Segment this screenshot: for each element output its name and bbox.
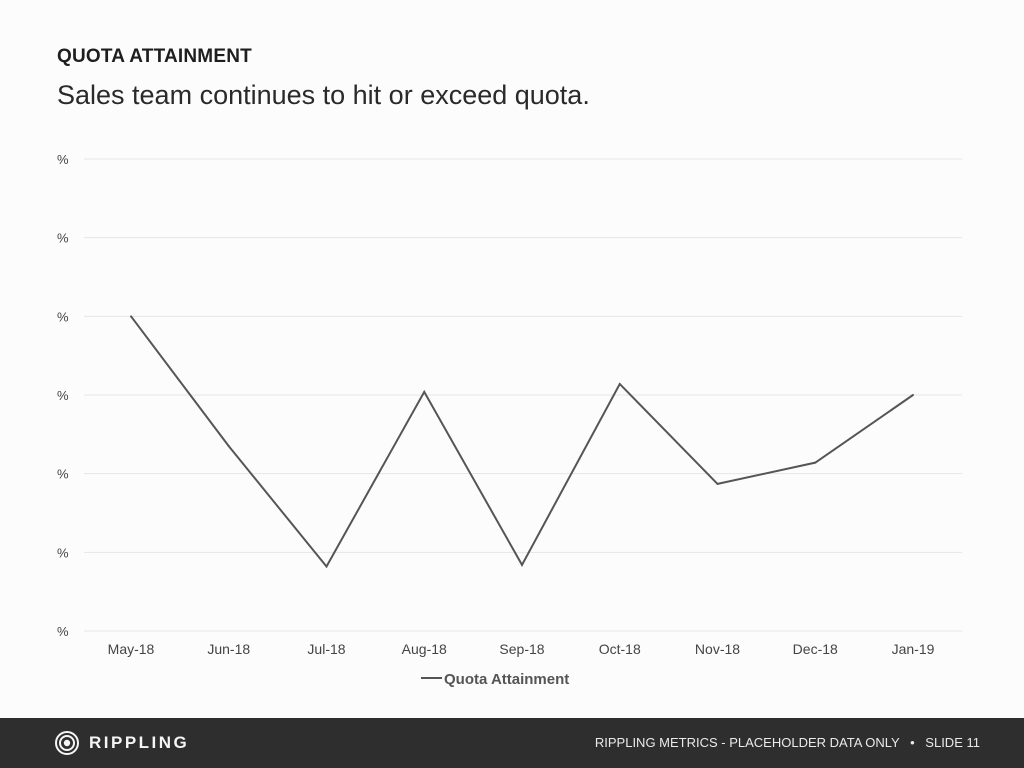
data-point [325, 565, 328, 568]
x-axis-tick-labels: May-18 Jun-18 Jul-18 Aug-18 Sep-18 Oct-18 Nov-… [108, 641, 935, 657]
y-tick-label: % [57, 152, 69, 167]
data-point [521, 563, 523, 566]
footer-separator: • [910, 735, 915, 750]
y-tick-label: % [57, 624, 69, 639]
y-tick-label: % [57, 309, 69, 324]
rippling-logo-icon [55, 731, 79, 755]
data-point [227, 445, 230, 448]
chart-legend: Quota Attainment [421, 671, 569, 688]
data-point [912, 394, 914, 396]
x-tick-label: Jun-18 [207, 641, 250, 657]
series-line [130, 315, 914, 569]
brand-name: RIPPLING [89, 733, 190, 752]
x-tick-label: Oct-18 [599, 641, 641, 657]
brand-logo: RIPPLING [55, 731, 189, 755]
slide-title: Sales team continues to hit or exceed qu… [57, 80, 590, 110]
chart-series [130, 315, 914, 569]
footer-note: RIPPLING METRICS - PLACEHOLDER DATA ONLY [594, 735, 900, 750]
footer-bar: RIPPLING RIPPLING METRICS - PLACEHOLDER … [0, 718, 1024, 768]
x-tick-label: Jan-19 [892, 641, 935, 657]
quota-attainment-chart: %%%%%%% May-18 Jun-18 Jul-18 Aug-18 Sep-18 Oc… [57, 152, 962, 688]
data-point [618, 382, 621, 385]
data-point [130, 315, 132, 318]
x-tick-label: Dec-18 [793, 641, 838, 657]
x-tick-label: Sep-18 [499, 641, 544, 657]
x-tick-label: Aug-18 [402, 641, 447, 657]
legend-label: Quota Attainment [444, 671, 569, 688]
y-tick-label: % [57, 467, 69, 482]
data-point [423, 390, 426, 393]
y-tick-label: % [57, 231, 69, 246]
chart-gridlines [84, 158, 962, 632]
slide-number: 11 [966, 735, 981, 750]
footer-caption: RIPPLING METRICS - PLACEHOLDER DATA ONLY… [595, 735, 980, 750]
x-tick-label: Jul-18 [307, 641, 345, 657]
slide-label: SLIDE [925, 735, 963, 750]
slide-kicker: QUOTA ATTAINMENT [57, 46, 252, 67]
y-axis-tick-labels: %%%%%%% [57, 152, 69, 639]
x-tick-label: Nov-18 [695, 641, 740, 657]
data-point [814, 461, 817, 464]
y-tick-label: % [57, 388, 69, 403]
x-tick-label: May-18 [108, 641, 155, 657]
data-point [716, 482, 719, 485]
y-tick-label: % [57, 545, 69, 560]
